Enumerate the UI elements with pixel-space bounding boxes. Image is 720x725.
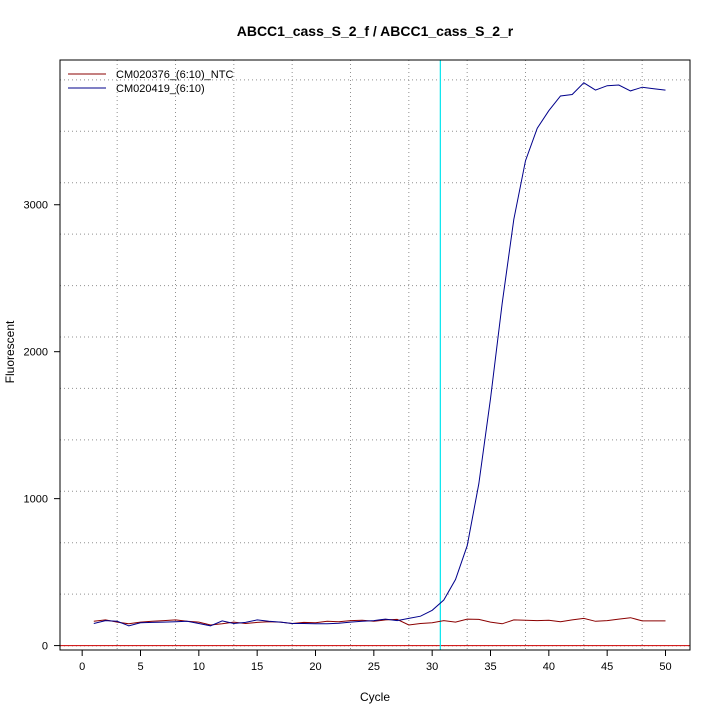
x-tick-label: 25 (368, 661, 380, 673)
y-tick-label: 0 (42, 641, 48, 653)
x-tick-label: 45 (601, 661, 613, 673)
y-tick-label: 2000 (24, 347, 48, 359)
series-line-2 (93, 82, 666, 627)
x-tick-label: 10 (193, 661, 205, 673)
x-tick-label: 40 (543, 661, 555, 673)
x-axis-label: Cycle (360, 690, 390, 704)
reference-lines (60, 60, 690, 650)
legend-label: CM020419_(6:10) (116, 83, 205, 95)
y-axis-label: Fluorescent (3, 320, 17, 383)
x-tick-label: 0 (79, 661, 85, 673)
x-axis: 0 5 10 15 20 25 30 35 40 45 50 (79, 650, 672, 673)
x-tick-label: 30 (426, 661, 438, 673)
x-tick-label: 50 (659, 661, 671, 673)
chart-title: ABCC1_cass_S_2_f / ABCC1_cass_S_2_r (237, 23, 514, 39)
x-tick-label: 5 (137, 661, 143, 673)
y-tick-label: 1000 (24, 494, 48, 506)
y-tick-label: 3000 (24, 200, 48, 212)
series-lines (93, 82, 666, 627)
x-tick-label: 35 (484, 661, 496, 673)
plot-frame (59, 59, 691, 651)
legend-label: CM020376_(6:10)_NTC (116, 69, 233, 81)
grid-lines (60, 60, 690, 650)
y-axis: 0 1000 2000 3000 (24, 200, 60, 653)
x-tick-label: 20 (309, 661, 321, 673)
x-tick-label: 15 (251, 661, 263, 673)
legend: CM020376_(6:10)_NTC CM020419_(6:10) (68, 69, 233, 95)
